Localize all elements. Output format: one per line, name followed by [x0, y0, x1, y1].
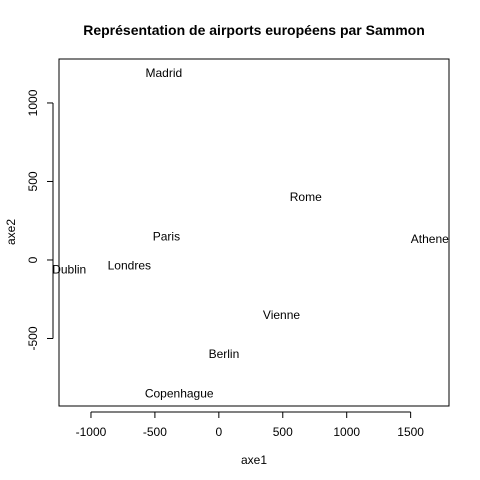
x-tick-label: 0 [215, 425, 222, 439]
point-label: Madrid [146, 66, 183, 80]
y-tick-label: 0 [26, 256, 40, 263]
y-tick-label: -500 [26, 326, 40, 350]
plot-frame [58, 58, 450, 407]
chart-title: Représentation de airports européens par… [83, 22, 425, 38]
point-label: Rome [290, 190, 322, 204]
x-tick-label: -1000 [76, 425, 107, 439]
y-tick-label: 500 [26, 171, 40, 191]
y-axis-label: axe2 [4, 219, 18, 245]
y-axis: -500 0 500 1000 [26, 89, 54, 350]
point-labels: Madrid Rome Paris Athene Dublin Londres Vienne… [52, 66, 449, 400]
point-label: Copenhague [145, 386, 214, 400]
x-tick-label: 1500 [397, 425, 424, 439]
x-tick-label: 500 [273, 425, 293, 439]
x-axis-label: axe1 [241, 453, 267, 467]
point-label: Athene [411, 232, 449, 246]
point-label: Vienne [263, 308, 300, 322]
x-axis: -1000 -500 0 500 1000 1500 [76, 411, 424, 439]
x-tick-label: 1000 [333, 425, 360, 439]
x-tick-label: -500 [143, 425, 167, 439]
point-label: Londres [108, 258, 151, 272]
point-label: Paris [153, 229, 180, 243]
point-label: Dublin [52, 262, 86, 276]
point-label: Berlin [209, 347, 240, 361]
y-tick-label: 1000 [26, 89, 40, 116]
